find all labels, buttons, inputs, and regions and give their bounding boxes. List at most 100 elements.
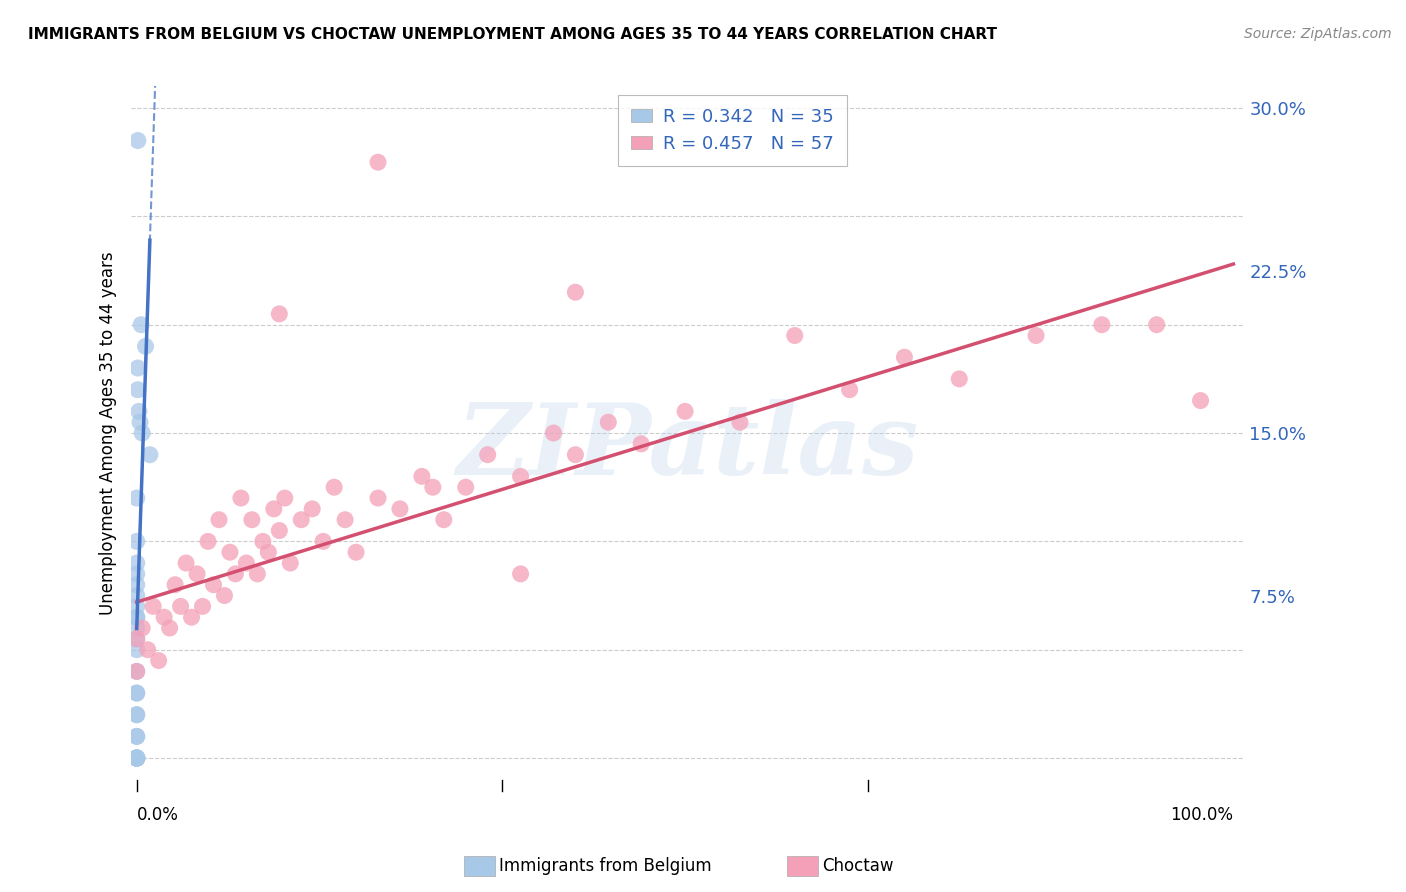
Point — [129, 318, 152, 332]
Point — [125, 632, 148, 646]
Point — [134, 339, 156, 353]
Point — [125, 610, 148, 624]
Point — [128, 404, 150, 418]
Point — [728, 415, 751, 429]
Text: Immigrants from Belgium: Immigrants from Belgium — [499, 857, 711, 875]
Point — [783, 328, 806, 343]
Point — [564, 448, 586, 462]
Point — [129, 415, 152, 429]
Point — [139, 448, 162, 462]
Point — [180, 610, 202, 624]
Point — [165, 578, 187, 592]
Point — [290, 513, 312, 527]
Point — [388, 501, 411, 516]
Point — [208, 513, 231, 527]
Point — [202, 578, 225, 592]
Point — [229, 491, 252, 505]
Text: ZIPatlas: ZIPatlas — [457, 399, 920, 495]
Point — [125, 578, 148, 592]
Point — [367, 155, 389, 169]
Point — [257, 545, 280, 559]
Point — [948, 372, 970, 386]
Point — [1091, 318, 1114, 332]
Text: 0.0%: 0.0% — [136, 805, 179, 823]
Point — [142, 599, 165, 614]
Point — [127, 361, 149, 376]
Y-axis label: Unemployment Among Ages 35 to 44 years: Unemployment Among Ages 35 to 44 years — [100, 252, 117, 615]
Point — [344, 545, 367, 559]
Point — [543, 425, 565, 440]
Point — [125, 751, 148, 765]
Point — [125, 751, 148, 765]
Point — [1025, 328, 1047, 343]
Point — [125, 686, 148, 700]
Point — [214, 589, 236, 603]
Point — [564, 285, 586, 300]
Point — [454, 480, 477, 494]
Point — [125, 730, 148, 744]
Point — [125, 610, 148, 624]
Point — [278, 556, 301, 570]
Point — [125, 566, 148, 581]
Point — [127, 383, 149, 397]
Text: 100.0%: 100.0% — [1170, 805, 1233, 823]
Point — [312, 534, 335, 549]
Point — [477, 448, 499, 462]
Point — [125, 751, 148, 765]
Point — [125, 599, 148, 614]
Point — [274, 491, 297, 505]
Point — [159, 621, 181, 635]
Point — [125, 730, 148, 744]
Point — [838, 383, 860, 397]
Point — [125, 751, 148, 765]
Point — [367, 491, 389, 505]
Point — [148, 654, 170, 668]
Point — [191, 599, 214, 614]
Point — [411, 469, 433, 483]
Point — [263, 501, 285, 516]
Point — [630, 437, 652, 451]
Point — [125, 665, 148, 679]
Point — [125, 751, 148, 765]
Point — [673, 404, 696, 418]
Point — [125, 686, 148, 700]
Point — [269, 524, 291, 538]
Point — [125, 491, 148, 505]
Point — [169, 599, 191, 614]
Text: Source: ZipAtlas.com: Source: ZipAtlas.com — [1244, 27, 1392, 41]
Point — [301, 501, 323, 516]
Point — [197, 534, 219, 549]
Point — [509, 469, 531, 483]
Point — [125, 751, 148, 765]
Point — [136, 642, 159, 657]
Point — [235, 556, 257, 570]
Point — [125, 642, 148, 657]
Point — [127, 134, 149, 148]
Point — [323, 480, 346, 494]
Point — [893, 350, 915, 364]
Point — [598, 415, 620, 429]
Point — [125, 589, 148, 603]
Point — [333, 513, 356, 527]
Point — [240, 513, 263, 527]
Point — [125, 707, 148, 722]
Point — [125, 534, 148, 549]
Point — [153, 610, 176, 624]
Point — [433, 513, 456, 527]
Point — [125, 751, 148, 765]
Point — [174, 556, 197, 570]
Point — [125, 632, 148, 646]
Point — [1189, 393, 1212, 408]
Point — [125, 707, 148, 722]
Text: Choctaw: Choctaw — [823, 857, 894, 875]
Point — [131, 621, 153, 635]
Point — [125, 556, 148, 570]
Point — [224, 566, 246, 581]
Point — [252, 534, 274, 549]
Point — [125, 751, 148, 765]
Point — [509, 566, 531, 581]
Point — [219, 545, 242, 559]
Legend: R = 0.342   N = 35, R = 0.457   N = 57: R = 0.342 N = 35, R = 0.457 N = 57 — [619, 95, 846, 166]
Point — [125, 621, 148, 635]
Point — [269, 307, 291, 321]
